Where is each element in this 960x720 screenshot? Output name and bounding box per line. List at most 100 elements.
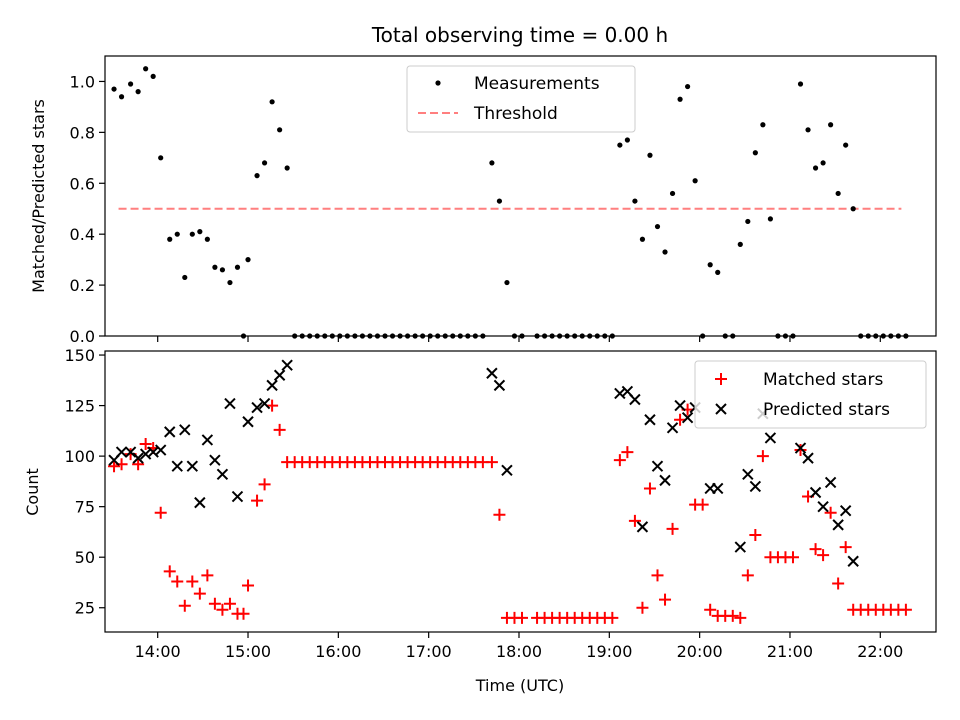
measurement-point (692, 178, 698, 184)
measurement-point (632, 198, 638, 204)
measurement-point (677, 96, 683, 102)
measurement-point (204, 236, 210, 242)
predicted-legend-marker (715, 403, 727, 415)
measurement-point (174, 231, 180, 237)
ratio-frame (104, 55, 937, 337)
matched-star-point (899, 603, 912, 616)
matched-star-point (659, 593, 672, 606)
matched-star-point (251, 494, 264, 507)
predicted-star-point (493, 379, 506, 392)
measurement-point (284, 165, 290, 171)
measurement-point (489, 160, 495, 166)
matched-legend-label: Matched stars (763, 370, 883, 390)
y-tick-label: 125 (64, 397, 95, 416)
ratio-panel: 0.0 0.2 0.4 0.6 0.8 1.0 Matched/Predicted sta… (29, 55, 937, 346)
measurement-point (624, 137, 630, 143)
x-tick-label: 17:00 (406, 642, 452, 661)
measurement-point (715, 269, 721, 275)
predicted-star-point (186, 460, 199, 472)
measurement-point (261, 160, 268, 166)
predicted-star-point (734, 541, 747, 553)
predicted-star-point (832, 519, 844, 531)
measurement-point (245, 257, 251, 263)
predicted-star-point (764, 432, 777, 444)
x-tick-label: 22:00 (857, 642, 903, 661)
x-tick-label: 21:00 (767, 642, 813, 661)
predicted-star-point (681, 412, 694, 424)
matched-star-point (749, 528, 762, 541)
matched-star-point (621, 446, 634, 459)
matched-star-point (786, 551, 799, 564)
matched-star-point (696, 498, 709, 511)
measurement-point (234, 264, 241, 270)
x-tick-label: 14:00 (135, 642, 181, 661)
ratio-x-ticks (157, 336, 881, 342)
matched-star-point (139, 437, 152, 450)
measurement-point (182, 274, 188, 281)
predicted-star-point (179, 424, 191, 436)
x-tick-label: 19:00 (586, 642, 632, 661)
predicted-star-point (273, 369, 286, 381)
matched-star-point (178, 599, 191, 612)
predicted-star-point (794, 442, 807, 454)
matched-star-point (201, 569, 214, 582)
measurement-point (167, 236, 173, 242)
matched-star-point (163, 565, 176, 578)
predicted-star-point (644, 414, 656, 426)
predicted-star-point (802, 452, 814, 464)
threshold-legend-label: Threshold (473, 104, 558, 124)
measurement-point (254, 173, 260, 179)
predicted-star-point (115, 446, 128, 458)
measurement-point (111, 86, 117, 92)
predicted-star-point (242, 416, 254, 428)
matched-star-point (108, 460, 121, 473)
count-y-axis-label: Count (23, 468, 42, 516)
count-legend-box (694, 360, 927, 429)
x-tick-label: 15:00 (225, 642, 271, 661)
predicted-star-point (258, 397, 271, 410)
measurement-point (639, 236, 646, 242)
matched-star-point (216, 603, 229, 616)
predicted-star-point (809, 486, 822, 499)
measurement-point (820, 160, 826, 166)
matched-star-point (734, 611, 747, 624)
ratio-legend-box (406, 65, 636, 133)
predicted-star-point (501, 464, 513, 476)
predicted-star-point (209, 454, 221, 466)
matched-star-point (485, 456, 498, 469)
matched-star-point (154, 506, 167, 519)
measurement-point (654, 223, 661, 230)
measurement-point (197, 229, 203, 235)
matched-star-point (242, 579, 255, 592)
predicted-star-point (674, 399, 686, 412)
predicted-star-point (251, 401, 263, 414)
measurement-point (212, 264, 218, 270)
matched-star-point (273, 423, 286, 436)
measurement-point (150, 73, 156, 79)
y-tick-label: 0.6 (70, 174, 95, 193)
matched-star-point (741, 569, 754, 582)
predicted-star-point (124, 446, 137, 458)
matched-star-point (237, 607, 250, 620)
measurement-point (767, 216, 774, 222)
predicted-star-point (636, 521, 649, 533)
predicted-star-point (216, 468, 229, 481)
predicted-star-point (194, 496, 206, 509)
predicted-star-point (824, 476, 837, 489)
y-tick-label: 0.2 (70, 276, 95, 295)
measurement-point (219, 267, 226, 273)
measurement-point (647, 152, 653, 158)
measurement-point (662, 249, 668, 255)
predicted-star-point (749, 480, 762, 493)
matched-star-point (824, 506, 837, 519)
predicted-star-point (486, 367, 498, 379)
measurement-point (496, 198, 503, 204)
measurement-point (135, 89, 141, 95)
measurement-point (812, 165, 819, 171)
measurement-point (127, 81, 134, 87)
measurement-point (737, 241, 743, 247)
measurement-point (707, 262, 713, 268)
ratio-y-ticks: 0.0 0.2 0.4 0.6 0.8 1.0 (70, 72, 105, 346)
x-tick-label: 16:00 (315, 642, 361, 661)
